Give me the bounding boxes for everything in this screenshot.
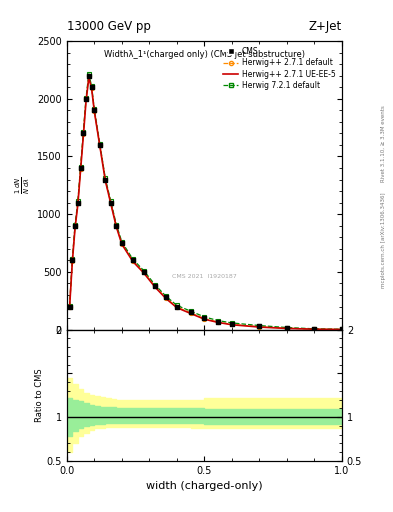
Point [215,317,221,326]
Point [174,303,180,311]
Point [339,325,345,333]
Point [152,282,158,290]
Text: Z+Jet: Z+Jet [309,20,342,33]
Point [187,308,194,316]
Point [256,322,263,330]
Point [108,199,114,207]
Point [201,314,208,322]
Point [83,95,89,103]
Point [141,268,147,276]
Text: mcplots.cern.ch [arXiv:1306.3436]: mcplots.cern.ch [arXiv:1306.3436] [381,193,386,288]
Point [80,129,86,137]
Point [91,106,97,114]
Point [113,222,119,230]
Point [130,256,136,264]
Point [72,222,78,230]
Text: Widthλ_1¹(charged only) (CMS jet substructure): Widthλ_1¹(charged only) (CMS jet substru… [104,50,305,58]
Point [77,164,84,172]
Y-axis label: Ratio to CMS: Ratio to CMS [35,369,44,422]
Point [163,293,169,302]
Point [69,256,75,264]
Y-axis label: $\frac{1}{N}\frac{dN}{d\lambda}$: $\frac{1}{N}\frac{dN}{d\lambda}$ [13,177,32,194]
Legend: CMS, Herwig++ 2.7.1 default, Herwig++ 2.7.1 UE-EE-5, Herwig 7.2.1 default: CMS, Herwig++ 2.7.1 default, Herwig++ 2.… [220,45,338,92]
Point [88,83,95,91]
Point [119,239,125,247]
Point [66,303,73,311]
Point [97,141,103,149]
Text: CMS 2021  I1920187: CMS 2021 I1920187 [172,273,237,279]
Point [229,319,235,328]
Point [284,324,290,332]
Point [75,199,81,207]
Text: 13000 GeV pp: 13000 GeV pp [67,20,151,33]
Point [86,72,92,80]
Point [102,176,108,184]
X-axis label: width (charged-only): width (charged-only) [146,481,263,491]
Text: Rivet 3.1.10, ≥ 3.3M events: Rivet 3.1.10, ≥ 3.3M events [381,105,386,182]
Point [311,325,318,333]
